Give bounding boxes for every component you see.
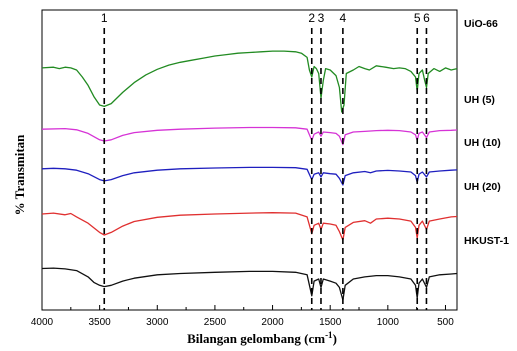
x-tick-label-500: 500 xyxy=(437,317,454,328)
series-line-uio-66 xyxy=(41,50,458,113)
x-axis-ticks: 4000 3500 3000 2500 2000 1500 1000 500 xyxy=(31,305,454,328)
series-line-hkust-1 xyxy=(41,267,458,301)
x-tick-label-1500: 1500 xyxy=(319,317,342,328)
x-axis-label-superscript: -1 xyxy=(325,330,333,340)
x-axis-label: Bilangan gelombang (cm-1) xyxy=(187,330,337,346)
series-label-uh-5: UH (5) xyxy=(464,94,495,106)
x-tick-label-3500: 3500 xyxy=(89,317,112,328)
reference-label-4: 4 xyxy=(340,11,347,25)
x-tick-label-4000: 4000 xyxy=(31,317,54,328)
series-labels: UiO-66 UH (5) UH (10) UH (20) HKUST-1 xyxy=(464,18,509,247)
series-label-uh-10: UH (10) xyxy=(464,137,501,149)
reference-label-1: 1 xyxy=(101,11,108,25)
x-tick-label-2000: 2000 xyxy=(261,317,284,328)
x-tick-label-1000: 1000 xyxy=(377,317,400,328)
x-axis-label-close: ) xyxy=(333,331,337,346)
reference-label-6: 6 xyxy=(423,11,430,25)
reference-label-2: 2 xyxy=(308,11,315,25)
series-label-uh-20: UH (20) xyxy=(464,181,501,193)
series-label-hkust-1: HKUST-1 xyxy=(464,235,509,247)
reference-label-3: 3 xyxy=(318,11,325,25)
x-tick-label-3000: 3000 xyxy=(146,317,169,328)
reference-label-5: 5 xyxy=(414,11,421,25)
series-line-uh-20 xyxy=(41,212,458,241)
x-tick-label-2500: 2500 xyxy=(204,317,227,328)
plot-frame xyxy=(41,9,458,311)
y-axis-label: % Transmitan xyxy=(12,134,27,216)
series-label-uio-66: UiO-66 xyxy=(464,18,498,30)
